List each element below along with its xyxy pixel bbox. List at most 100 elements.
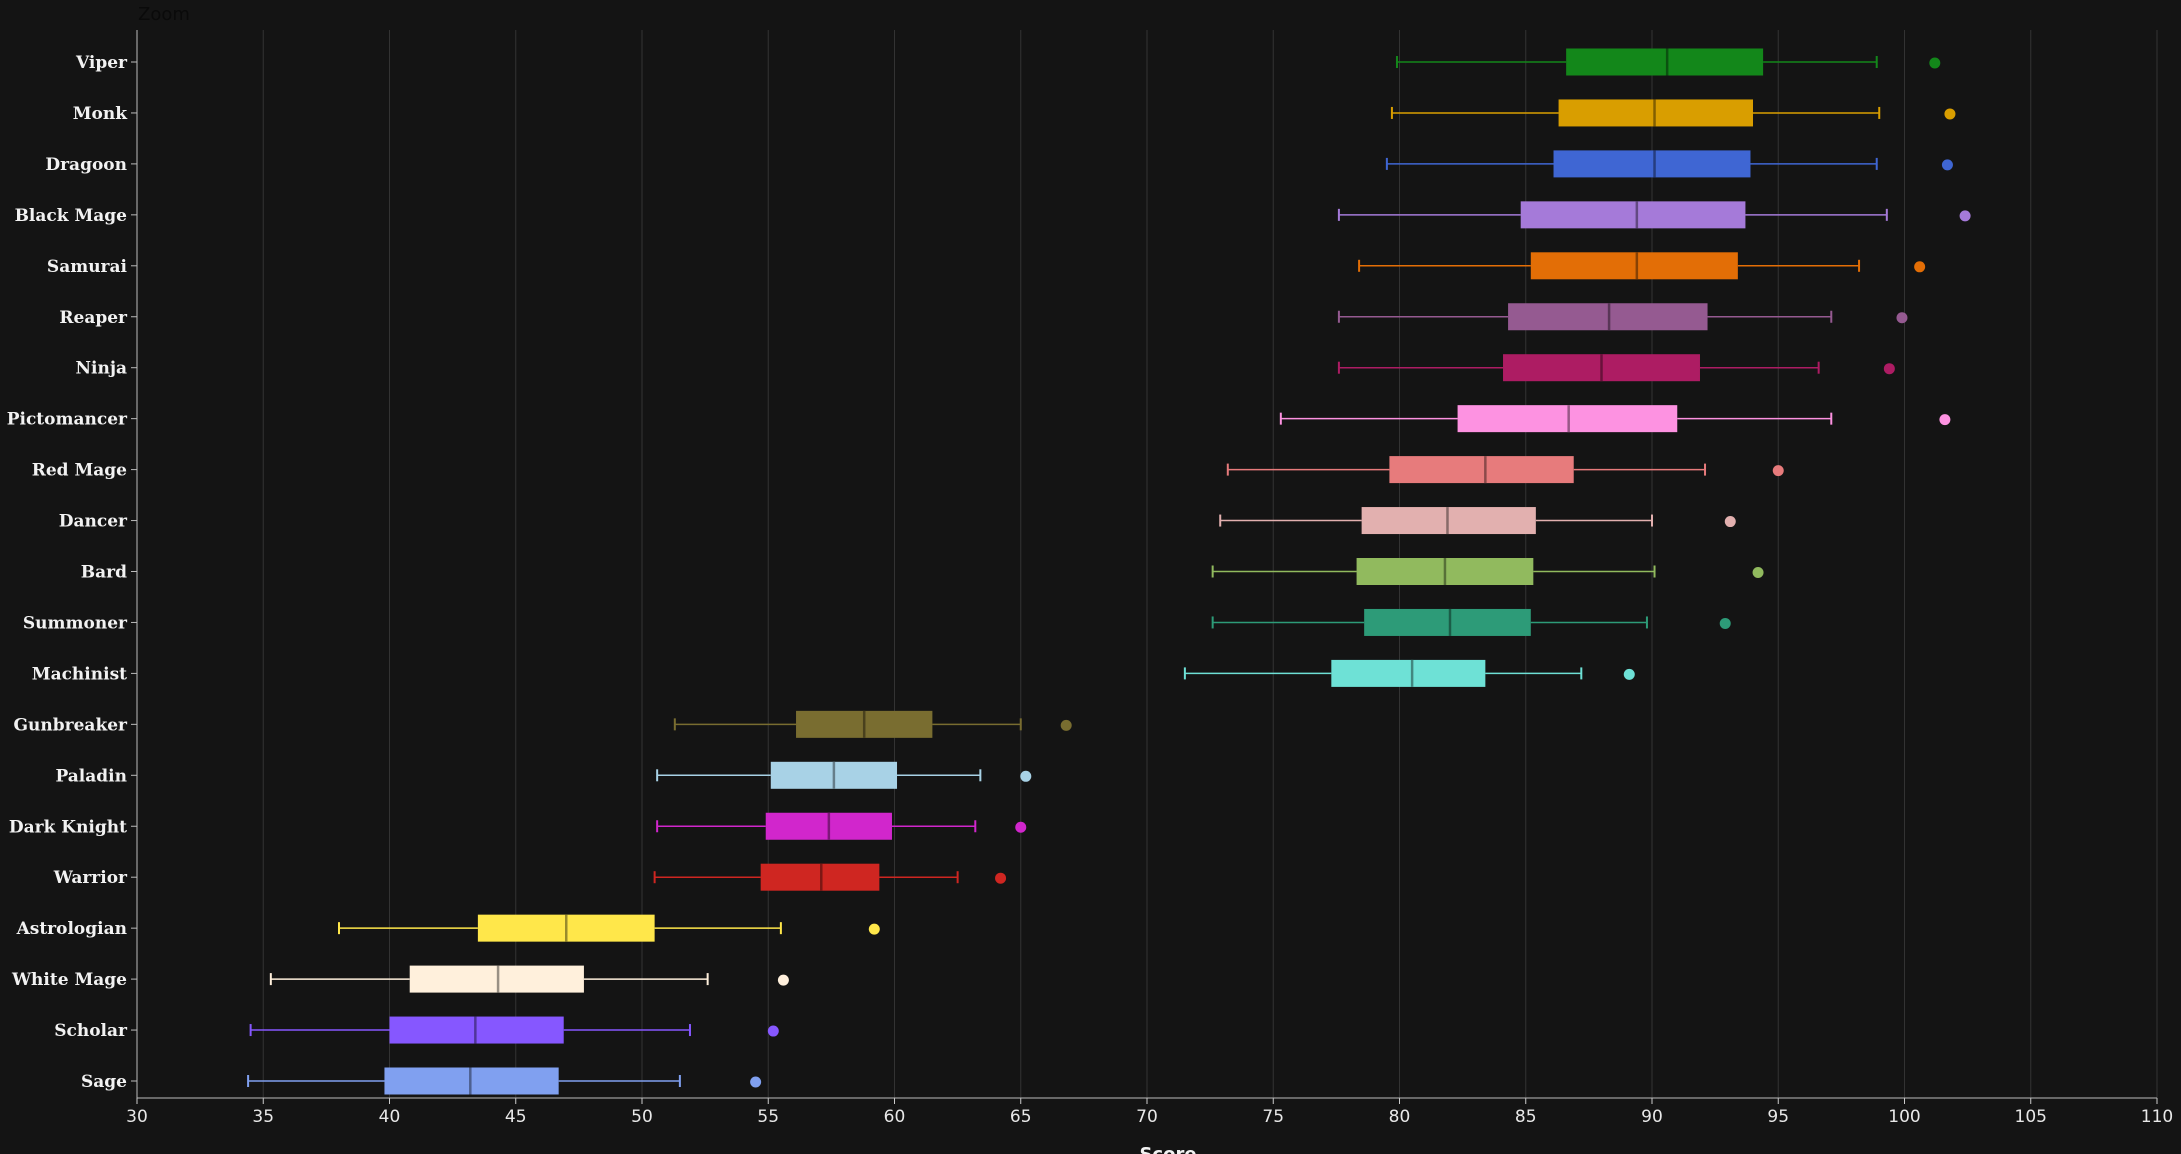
x-tick-label: 75 — [1262, 1107, 1284, 1127]
x-tick-label: 35 — [252, 1107, 274, 1127]
box-black-mage — [1337, 201, 1971, 229]
x-tick-label: 30 — [126, 1107, 148, 1127]
category-label: Black Mage — [15, 206, 128, 226]
box-iqr — [389, 1016, 564, 1044]
category-label: Pictomancer — [7, 410, 128, 430]
x-axis-title: Score — [1139, 1144, 1196, 1154]
box-bard — [1211, 558, 1764, 585]
outlier-point — [1914, 261, 1926, 273]
x-tick-label: 110 — [2141, 1107, 2173, 1127]
category-label: Samurai — [47, 257, 128, 277]
category-label: Sage — [81, 1072, 127, 1092]
box-scholar — [249, 1016, 779, 1044]
box-dancer — [1219, 507, 1736, 535]
category-label: Bard — [81, 563, 127, 583]
box-machinist — [1183, 659, 1635, 687]
x-axis: 30 35 40 45 50 55 60 65 70 75 80 85 90 95 100 105 110 — [126, 30, 2173, 1127]
outlier-point — [1929, 57, 1941, 69]
x-tick-label: 60 — [884, 1107, 906, 1127]
category-label: Warrior — [53, 868, 128, 888]
outlier-point — [1896, 312, 1908, 324]
box-viper — [1395, 48, 1941, 76]
outlier-point — [1944, 108, 1956, 120]
outlier-point — [1724, 516, 1736, 528]
x-tick-label: 40 — [379, 1107, 401, 1127]
box-dragoon — [1385, 150, 1953, 178]
outlier-point — [1752, 567, 1764, 578]
category-label: Gunbreaker — [14, 715, 129, 735]
box-gunbreaker — [673, 710, 1072, 738]
category-label: Dragoon — [45, 155, 127, 175]
category-label: Ninja — [75, 359, 127, 379]
box-pictomancer — [1279, 405, 1951, 433]
outlier-point — [1015, 821, 1027, 833]
x-tick-label: 95 — [1767, 1107, 1789, 1127]
x-tick-label: 55 — [757, 1107, 779, 1127]
outlier-point — [1959, 210, 1971, 222]
box-astrologian — [338, 914, 880, 942]
box-iqr — [409, 965, 584, 993]
category-label: Red Mage — [32, 461, 127, 481]
x-tick-label: 70 — [1136, 1107, 1158, 1127]
box-iqr — [384, 1067, 559, 1095]
outlier-point — [1719, 617, 1731, 629]
outlier-point — [1020, 770, 1032, 782]
zoom-label: Zoom — [138, 4, 190, 25]
x-tick-label: 105 — [2015, 1107, 2047, 1127]
box-iqr — [1457, 405, 1678, 433]
x-tick-label: 85 — [1515, 1107, 1537, 1127]
outlier-point — [995, 872, 1007, 884]
box-samurai — [1358, 252, 1926, 280]
box-iqr — [1553, 150, 1751, 178]
box-iqr — [1331, 659, 1486, 687]
category-label: Reaper — [59, 308, 128, 328]
box-iqr — [760, 863, 880, 891]
x-tick-label: 100 — [1888, 1107, 1920, 1127]
category-label: Scholar — [54, 1021, 128, 1041]
outlier-point — [1623, 668, 1635, 680]
box-sage — [247, 1067, 762, 1095]
box-white-mage — [269, 965, 789, 993]
box-iqr — [1558, 99, 1753, 127]
box-iqr — [1361, 507, 1536, 535]
outlier-point — [1941, 159, 1953, 171]
category-label: Viper — [75, 53, 128, 73]
category-label: Machinist — [32, 664, 127, 684]
box-monk — [1390, 99, 1956, 127]
box-iqr — [1520, 201, 1746, 229]
x-tick-label: 50 — [631, 1107, 653, 1127]
category-label: Dancer — [59, 512, 128, 532]
box-iqr — [1364, 608, 1531, 636]
category-label: Astrologian — [16, 919, 127, 939]
outlier-point — [1939, 414, 1951, 426]
outlier-point — [1060, 719, 1072, 731]
category-labels: Viper Monk Dragoon Black Mage Samurai Reaper N… — [7, 53, 137, 1092]
box-dark-knight — [656, 812, 1027, 840]
category-label: Dark Knight — [9, 817, 127, 837]
box-red-mage — [1226, 456, 1784, 484]
outlier-point — [750, 1076, 762, 1088]
box-iqr — [1530, 252, 1738, 280]
outlier-point — [1883, 363, 1895, 375]
box-iqr — [1508, 303, 1708, 331]
category-label: Monk — [73, 104, 129, 124]
category-label: Paladin — [55, 766, 127, 786]
box-iqr — [1389, 456, 1574, 484]
box-ninja — [1337, 354, 1895, 382]
boxes — [247, 48, 1971, 1095]
box-summoner — [1211, 608, 1731, 636]
outlier-point — [1772, 465, 1784, 477]
grid-lines — [136, 30, 2158, 1098]
category-label: White Mage — [11, 970, 127, 990]
outlier-point — [767, 1025, 779, 1037]
box-warrior — [653, 863, 1007, 891]
outlier-point — [777, 974, 789, 986]
x-tick-label: 45 — [505, 1107, 527, 1127]
box-iqr — [1566, 48, 1764, 76]
outlier-point — [868, 923, 880, 935]
box-reaper — [1337, 303, 1908, 331]
box-paladin — [656, 761, 1032, 789]
x-tick-label: 80 — [1389, 1107, 1411, 1127]
x-tick-label: 90 — [1641, 1107, 1663, 1127]
